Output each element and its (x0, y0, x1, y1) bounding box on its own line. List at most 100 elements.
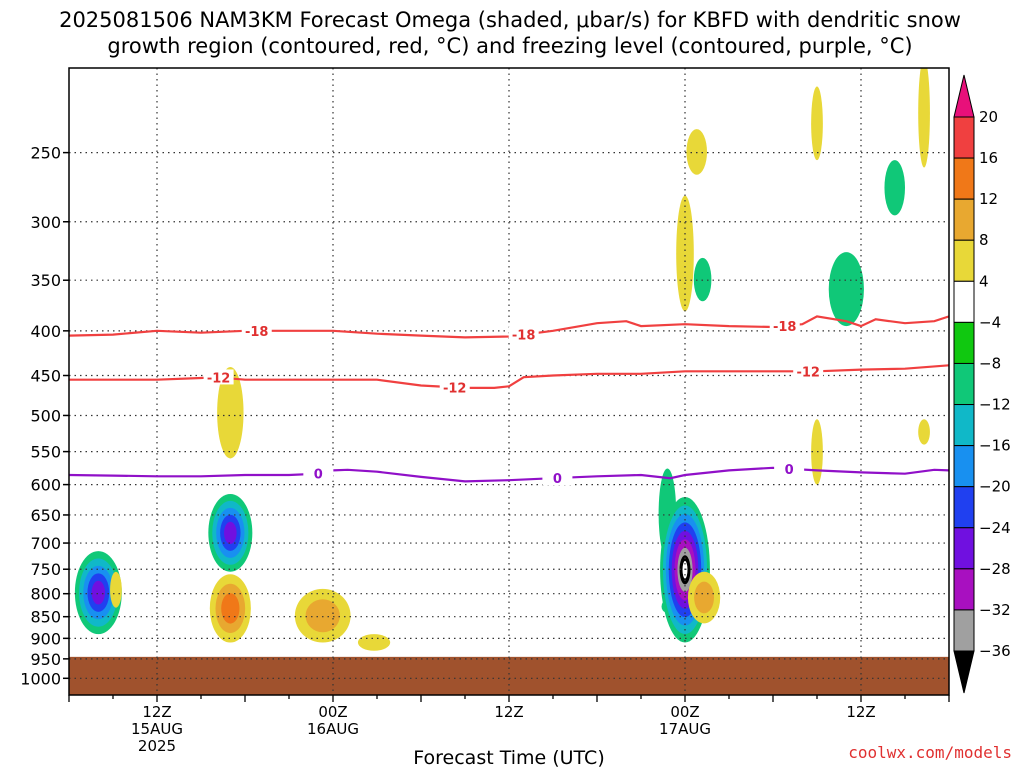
colorbar-label-12: −32 (979, 601, 1011, 619)
contour-label-bg-2-0 (303, 465, 334, 481)
colorbar-label-10: −24 (979, 519, 1011, 537)
colorbar-bin-0 (953, 116, 975, 159)
colorbar-bin-12 (953, 609, 975, 652)
contour-label-bg-0-2 (769, 317, 800, 333)
contour-label-1-2: -12 (796, 365, 820, 380)
colorbar-label-3: 8 (979, 231, 989, 249)
colorbar-bin-4 (953, 280, 975, 323)
x-tick-sub2-6: 2025 (138, 737, 176, 755)
omega-cell-1-level-0 (110, 571, 122, 608)
colorbar-label-8: −16 (979, 437, 1011, 455)
contour-label-0-0: -18 (245, 325, 269, 340)
omega-shading-layer (74, 68, 930, 651)
x-tick-label-42: 00Z (670, 703, 699, 721)
colorbar-bin-1 (953, 157, 975, 200)
x-tick-sub1-18: 16AUG (307, 720, 359, 738)
omega-cell-4-level-2 (221, 593, 240, 624)
omega-cell-16-level-0 (828, 252, 864, 327)
contour-label-1-1: -12 (443, 381, 467, 396)
colorbar-bottom-arrow (953, 650, 975, 694)
colorbar-label-6: −8 (979, 354, 1001, 372)
x-tick-label-30: 12Z (494, 703, 523, 721)
y-tick-label-600: 600 (30, 476, 61, 495)
colorbar-bin-8 (953, 445, 975, 488)
contour-label-2-2: 0 (785, 463, 794, 478)
y-tick-label-1000: 1000 (20, 669, 61, 688)
y-tick-label-750: 750 (30, 560, 61, 579)
omega-cell-11-level-0 (676, 195, 694, 312)
x-tick-label-6: 12Z (142, 703, 171, 721)
y-tick-label-300: 300 (30, 213, 61, 232)
credit-text: coolwx.com/models (848, 743, 1012, 762)
x-tick-sub1-42: 17AUG (659, 720, 711, 738)
contour-label-bg-1-0 (203, 369, 234, 385)
colorbar-label-13: −36 (979, 642, 1011, 660)
omega-cell-19-level-0 (918, 419, 930, 445)
chart-title-line1: 2025081506 NAM3KM Forecast Omega (shaded… (59, 8, 961, 32)
contour-label-bg-2-2 (774, 460, 805, 476)
y-tick-label-550: 550 (30, 443, 61, 462)
contour-label-bg-2-1 (542, 470, 573, 486)
chart-title-line2: growth region (contoured, red, °C) and f… (107, 34, 912, 58)
colorbar-top-arrow (953, 74, 975, 118)
contour-label-layer: -18 -18 -18 -12 -12 -12 0 0 0 (203, 317, 824, 487)
colorbar-label-0: 20 (979, 108, 998, 126)
colorbar-label-1: 16 (979, 149, 998, 167)
grid-layer (69, 68, 949, 695)
colorbar-label-4: 4 (979, 272, 989, 290)
x-tick-sub1-6: 15AUG (131, 720, 183, 738)
contour-line-2 (69, 466, 949, 483)
colorbar-label-9: −20 (979, 478, 1011, 496)
y-tick-label-800: 800 (30, 585, 61, 604)
omega-cell-0-level-4 (91, 580, 106, 605)
colorbar-bin-2 (953, 198, 975, 241)
omega-cell-12-level-0 (686, 129, 707, 175)
colorbar: 20 16 12 8 4 −4 −8 −12 −16 −20 −24 −28 −32 −36 (953, 74, 1011, 694)
contour-label-1-0: -12 (207, 371, 231, 386)
colorbar-bin-10 (953, 527, 975, 570)
omega-cell-5-level-1 (305, 599, 340, 633)
omega-cell-2-level-4 (224, 521, 237, 544)
contour-label-0-2: -18 (773, 320, 797, 335)
colorbar-label-7: −12 (979, 396, 1011, 414)
colorbar-label-2: 12 (979, 190, 998, 208)
colorbar-bin-6 (953, 362, 975, 406)
x-tick-label-54: 12Z (846, 703, 875, 721)
omega-cell-6-level-0 (357, 634, 391, 651)
y-tick-label-650: 650 (30, 506, 61, 525)
omega-cell-17-level-0 (884, 160, 905, 216)
y-tick-label-500: 500 (30, 406, 61, 425)
colorbar-bin-7 (953, 404, 975, 447)
omega-cell-10-level-1 (694, 581, 714, 614)
y-tick-label-250: 250 (30, 144, 61, 163)
colorbar-bin-3 (953, 239, 975, 282)
y-tick-label-950: 950 (30, 650, 61, 669)
x-tick-label-18: 00Z (318, 703, 347, 721)
y-axis: 250 300 350 400 450 500 550 600 650 700 750 800 850 9… (20, 144, 69, 688)
omega-cell-14-level-0 (811, 86, 823, 161)
y-tick-label-400: 400 (30, 322, 61, 341)
x-axis-label: Forecast Time (UTC) (413, 747, 604, 768)
contour-label-2-1: 0 (553, 472, 562, 487)
colorbar-bin-11 (953, 568, 975, 611)
y-tick-label-850: 850 (30, 608, 61, 627)
omega-cell-3-level-0 (217, 366, 244, 459)
colorbar-label-11: −28 (979, 560, 1011, 578)
contour-label-2-0: 0 (314, 468, 323, 483)
y-tick-label-700: 700 (30, 534, 61, 553)
contour-label-bg-1-2 (793, 363, 824, 379)
colorbar-bin-9 (953, 486, 975, 529)
omega-cell-18-level-0 (918, 68, 930, 168)
y-tick-label-350: 350 (30, 271, 61, 290)
contour-label-0-1: -18 (512, 329, 536, 344)
colorbar-label-5: −4 (979, 313, 1001, 331)
contour-label-bg-0-0 (241, 322, 272, 338)
contour-label-bg-0-1 (508, 326, 539, 342)
y-tick-label-900: 900 (30, 629, 61, 648)
y-tick-label-450: 450 (30, 367, 61, 386)
colorbar-bin-5 (953, 321, 975, 364)
omega-cell-13-level-0 (693, 257, 712, 302)
contour-label-bg-1-1 (439, 379, 470, 395)
